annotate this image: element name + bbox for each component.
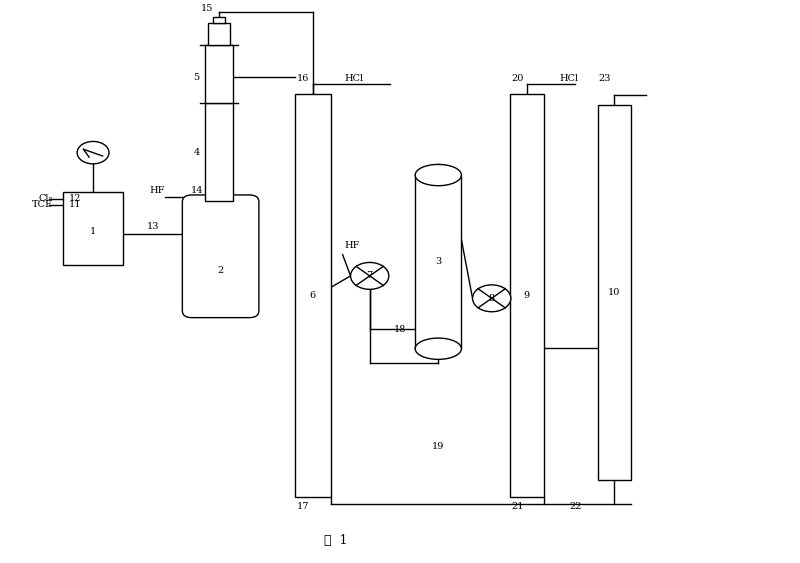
- Text: 21: 21: [511, 502, 523, 511]
- Text: 20: 20: [511, 74, 523, 83]
- Bar: [294, 94, 330, 497]
- Text: 9: 9: [524, 291, 530, 300]
- Text: Cl₂: Cl₂: [38, 194, 52, 203]
- Text: 5: 5: [194, 73, 200, 82]
- Text: 8: 8: [489, 294, 494, 303]
- Text: 12: 12: [69, 194, 82, 203]
- Text: 13: 13: [146, 222, 159, 231]
- Text: HCl: HCl: [559, 74, 578, 83]
- Text: HF: HF: [344, 240, 360, 249]
- FancyBboxPatch shape: [182, 195, 259, 318]
- Text: 图  1: 图 1: [325, 534, 348, 547]
- Text: 16: 16: [297, 74, 309, 83]
- Text: 22: 22: [569, 502, 582, 511]
- Text: 15: 15: [201, 3, 214, 12]
- Text: 19: 19: [432, 443, 445, 452]
- Text: 10: 10: [608, 288, 621, 297]
- Text: 17: 17: [297, 502, 309, 511]
- Bar: [208, 23, 230, 44]
- Text: 4: 4: [194, 148, 200, 157]
- Text: 6: 6: [310, 291, 315, 300]
- Text: 23: 23: [598, 74, 611, 83]
- Text: 2: 2: [218, 266, 224, 275]
- Bar: [598, 105, 631, 480]
- Bar: [205, 44, 234, 104]
- Text: 14: 14: [190, 186, 203, 195]
- Text: 7: 7: [366, 271, 373, 280]
- Text: 3: 3: [435, 257, 442, 266]
- Bar: [510, 94, 543, 497]
- Text: 11: 11: [69, 200, 82, 209]
- Bar: [63, 192, 123, 265]
- Ellipse shape: [415, 338, 462, 359]
- Text: 18: 18: [394, 325, 406, 334]
- Text: TCE: TCE: [32, 200, 53, 209]
- Circle shape: [77, 141, 109, 164]
- Bar: [213, 16, 225, 23]
- Bar: [205, 104, 234, 202]
- Bar: [415, 175, 462, 348]
- Circle shape: [473, 285, 511, 312]
- Text: HCl: HCl: [344, 74, 363, 83]
- Ellipse shape: [415, 164, 462, 186]
- Text: HF: HF: [150, 186, 165, 195]
- Circle shape: [350, 262, 389, 289]
- Text: 1: 1: [90, 226, 96, 235]
